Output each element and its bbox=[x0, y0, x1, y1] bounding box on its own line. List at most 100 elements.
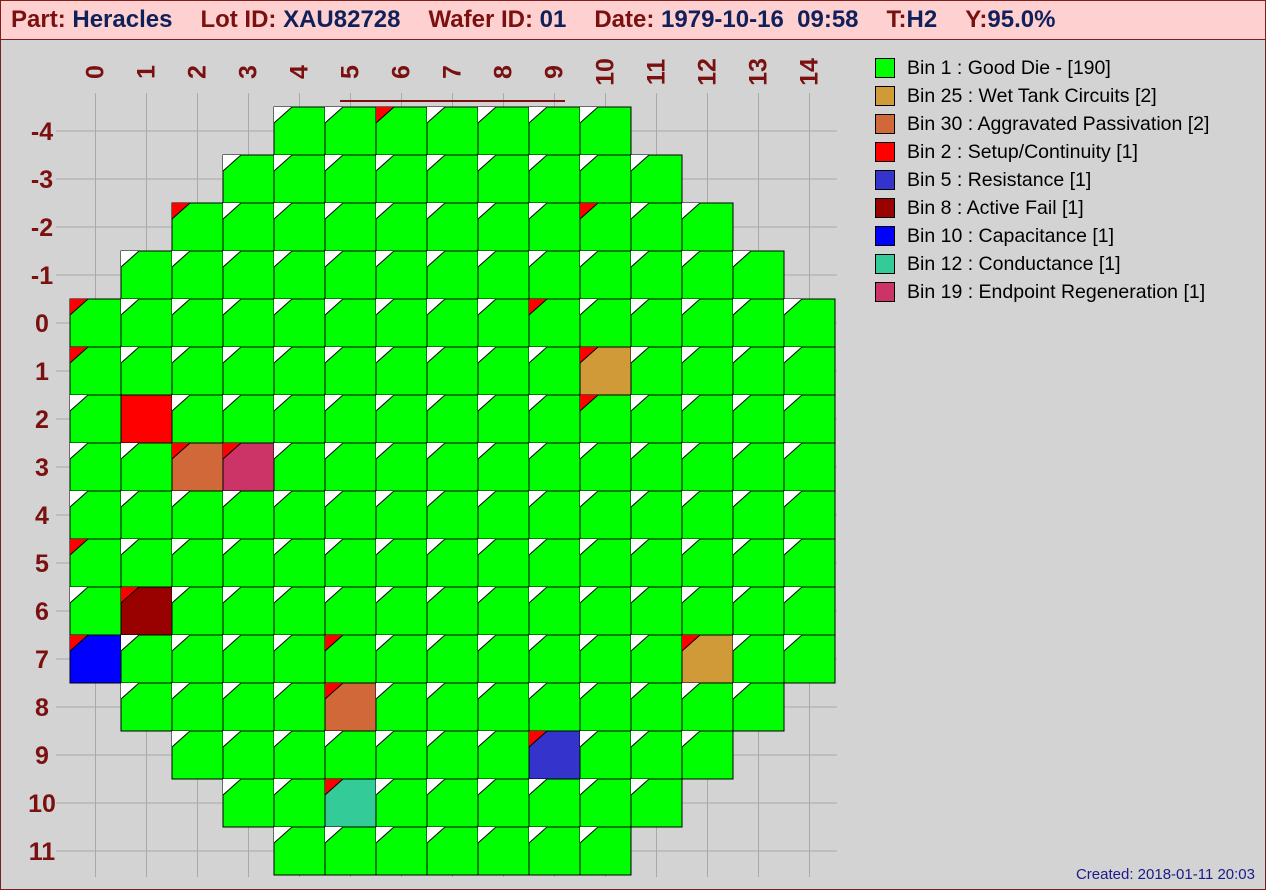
die-corner-line bbox=[171, 202, 191, 220]
die-cell bbox=[222, 250, 275, 300]
die-cell bbox=[375, 682, 428, 732]
die-corner-line bbox=[426, 634, 446, 652]
die-corner-line bbox=[324, 154, 344, 172]
die-cell bbox=[732, 586, 785, 636]
part-field: Part: Heracles bbox=[11, 6, 172, 34]
created-timestamp: Created: 2018-01-11 20:03 bbox=[1075, 866, 1255, 883]
die-cell bbox=[375, 346, 428, 396]
die-cell bbox=[171, 394, 224, 444]
die-cell bbox=[426, 442, 479, 492]
die-cell bbox=[273, 202, 326, 252]
die-corner-line bbox=[630, 730, 650, 748]
die-cell bbox=[222, 730, 275, 780]
die-corner-line bbox=[681, 682, 701, 700]
die-corner-line bbox=[324, 394, 344, 412]
die-cell bbox=[528, 202, 581, 252]
die-cell bbox=[681, 346, 734, 396]
y-tick-label: 1 bbox=[35, 358, 49, 386]
legend-item: Bin 5 : Resistance [1] bbox=[874, 166, 1209, 194]
die-corner-line bbox=[375, 730, 395, 748]
die-cell bbox=[579, 154, 632, 204]
die-corner-line bbox=[681, 730, 701, 748]
die-corner-line bbox=[273, 346, 293, 364]
legend-item: Bin 19 : Endpoint Regeneration [1] bbox=[874, 278, 1209, 306]
die-cell bbox=[375, 490, 428, 540]
die-corner-line bbox=[324, 250, 344, 268]
die-corner-line bbox=[120, 250, 140, 268]
die-cell bbox=[426, 202, 479, 252]
die-cell bbox=[324, 394, 377, 444]
die-corner-line bbox=[171, 394, 191, 412]
x-tick-label: 12 bbox=[694, 58, 722, 86]
die-cell bbox=[528, 682, 581, 732]
die-corner-line bbox=[324, 826, 344, 844]
die-cell bbox=[120, 586, 173, 636]
die-corner-line bbox=[477, 298, 497, 316]
die-corner-line bbox=[69, 394, 89, 412]
die-cell bbox=[324, 250, 377, 300]
die-cell bbox=[783, 394, 836, 444]
die-corner-line bbox=[630, 778, 650, 796]
die-corner-line bbox=[324, 298, 344, 316]
die-cell bbox=[375, 106, 428, 156]
legend-swatch bbox=[875, 58, 895, 78]
die-cell bbox=[732, 394, 785, 444]
die-cell bbox=[783, 538, 836, 588]
y-tick-label: 4 bbox=[35, 502, 49, 530]
die-cell bbox=[426, 682, 479, 732]
die-cell bbox=[120, 250, 173, 300]
die-corner-line bbox=[273, 826, 293, 844]
die-cell bbox=[171, 250, 224, 300]
die-corner-line bbox=[630, 634, 650, 652]
x-tick-label: 13 bbox=[745, 58, 773, 86]
wafer-field: Wafer ID: 01 bbox=[429, 6, 567, 34]
die-corner-line bbox=[732, 538, 752, 556]
die-cell bbox=[273, 826, 326, 876]
die-cell bbox=[630, 298, 683, 348]
y-tick-label: 5 bbox=[35, 550, 49, 578]
die-corner-line bbox=[783, 634, 803, 652]
die-corner-line bbox=[630, 250, 650, 268]
die-corner-line bbox=[171, 586, 191, 604]
die-corner-line bbox=[732, 490, 752, 508]
y-tick-label: 3 bbox=[35, 454, 49, 482]
die-cell bbox=[630, 250, 683, 300]
y-tick-label: -3 bbox=[31, 166, 53, 194]
die-cell bbox=[783, 346, 836, 396]
y-tick-label: 10 bbox=[28, 790, 56, 818]
die-cell bbox=[375, 826, 428, 876]
y-tick-label: 11 bbox=[29, 838, 56, 866]
die-cell bbox=[171, 346, 224, 396]
die-corner-line bbox=[528, 106, 548, 124]
die-corner-line bbox=[528, 538, 548, 556]
die-corner-line bbox=[477, 586, 497, 604]
die-cell bbox=[222, 778, 275, 828]
die-corner-line bbox=[681, 250, 701, 268]
die-corner-line bbox=[477, 682, 497, 700]
die-corner-line bbox=[732, 442, 752, 460]
die-corner-line bbox=[171, 730, 191, 748]
x-tick-label: 11 bbox=[643, 59, 671, 86]
die-cell bbox=[477, 394, 530, 444]
lot-field: Lot ID: XAU82728 bbox=[200, 6, 400, 34]
die-cell bbox=[120, 346, 173, 396]
x-tick-label: 2 bbox=[184, 65, 212, 79]
legend-swatch bbox=[875, 282, 895, 302]
die-cell bbox=[528, 634, 581, 684]
die-cell bbox=[426, 250, 479, 300]
die-corner-line bbox=[171, 250, 191, 268]
die-corner-line bbox=[783, 538, 803, 556]
die-corner-line bbox=[579, 154, 599, 172]
die-rect bbox=[222, 346, 275, 396]
die-corner-line bbox=[324, 634, 344, 652]
legend-item: Bin 10 : Capacitance [1] bbox=[874, 222, 1209, 250]
die-cell bbox=[528, 826, 581, 876]
die-cell bbox=[630, 778, 683, 828]
y-tick-label: -1 bbox=[31, 262, 53, 290]
die-corner-line bbox=[324, 106, 344, 124]
die-cell bbox=[375, 442, 428, 492]
die-cell bbox=[222, 490, 275, 540]
die-cell bbox=[222, 682, 275, 732]
die-cell bbox=[324, 346, 377, 396]
die-cell bbox=[579, 106, 632, 156]
